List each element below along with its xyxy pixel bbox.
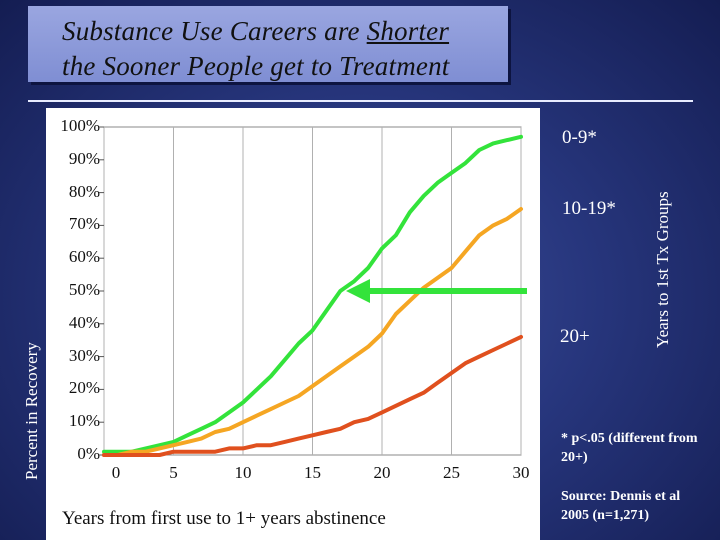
y-tick-label: 70% — [68, 214, 100, 234]
title-text-part: Substance Use Careers are — [62, 16, 367, 46]
x-tick-label: 25 — [443, 463, 460, 482]
slide-title-line-2: the Sooner People get to Treatment — [62, 51, 450, 81]
arrow-head — [346, 279, 370, 303]
x-tick-label: 10 — [234, 463, 252, 482]
x-tick-label: 30 — [512, 463, 530, 482]
x-axis-label: Years from first use to 1+ years abstine… — [62, 508, 386, 529]
x-tick-label: 5 — [169, 463, 178, 482]
title-divider — [28, 100, 693, 102]
y-tick-label: 50% — [68, 280, 100, 299]
x-tick-label: 20 — [373, 463, 391, 482]
title-underlined-word: Shorter — [366, 16, 450, 46]
slide-title-line-1: Substance Use Careers are Shorter — [62, 16, 449, 47]
series-label-20-plus: 20+ — [560, 326, 590, 347]
x-tick-label: 15 — [304, 463, 321, 482]
y-tick-label: 90% — [68, 148, 100, 168]
title-box: Substance Use Careers are Shorter the So… — [28, 6, 508, 82]
series-label-10-19: 10-19* — [562, 198, 616, 219]
y-tick-label: 20% — [68, 378, 100, 398]
y-tick-label: 10% — [68, 411, 100, 431]
source-note: Source: Dennis et al 2005 (n=1,271) — [561, 489, 681, 523]
y-tick-label: 30% — [68, 345, 100, 365]
series-line-20-plus — [102, 334, 523, 457]
y-tick-label: 40% — [68, 312, 100, 332]
chart-panel — [46, 108, 540, 540]
series-line-10-19 — [102, 207, 523, 457]
significance-note: * p<.05 (different from 20+) — [561, 431, 698, 465]
y-tick-label: 100% — [60, 116, 100, 135]
series-line-0-9 — [102, 134, 523, 454]
series-label-0-9: 0-9* — [562, 127, 597, 148]
x-tick-label: 0 — [111, 463, 121, 482]
y-tick-label: 80% — [68, 181, 100, 201]
y-tick-label: 60% — [68, 247, 100, 267]
y-tick-label: 0% — [77, 444, 100, 463]
